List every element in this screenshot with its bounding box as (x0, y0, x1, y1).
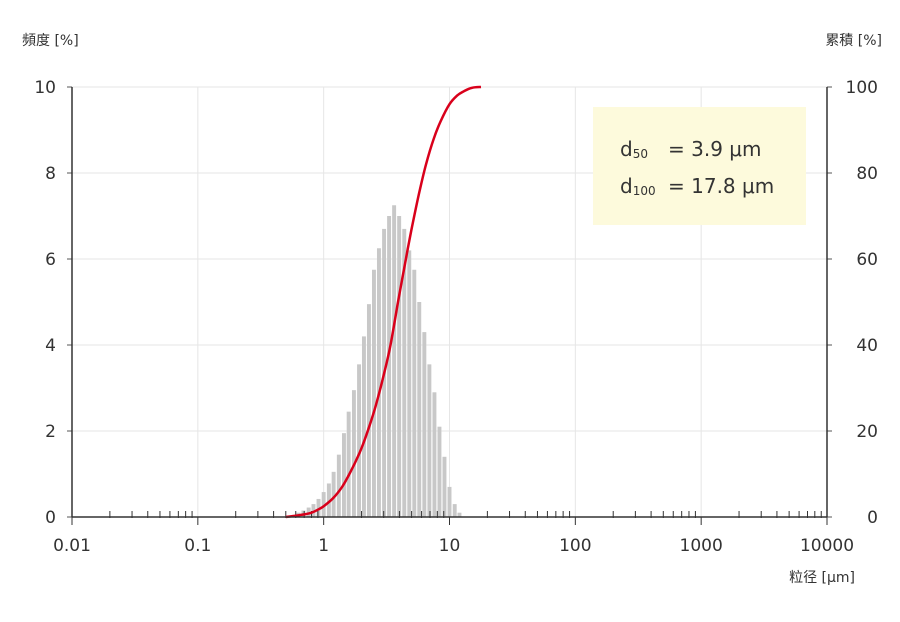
x-tick-label-1: 0.1 (184, 536, 211, 556)
y-right-tick-label-5: 100 (846, 78, 878, 98)
annotation-background (593, 107, 806, 225)
bar-27 (427, 364, 432, 517)
y-right-tick-label-1: 20 (856, 422, 878, 442)
bar-17 (376, 248, 381, 517)
bar-23 (407, 250, 412, 517)
bar-9 (336, 454, 341, 517)
y-right-tick-label-3: 60 (856, 250, 878, 270)
bar-20 (392, 205, 397, 517)
d50-value: = 3.9 μm (668, 137, 762, 161)
cumulative-curve (285, 85, 482, 519)
bar-11 (346, 411, 351, 517)
frequency-bars (291, 205, 462, 517)
bar-33 (457, 512, 462, 517)
d50-label: d50 = 3.9 μm (620, 137, 762, 161)
bar-19 (387, 216, 392, 517)
y-left-tick-label-5: 10 (34, 78, 56, 98)
bar-31 (447, 486, 452, 517)
x-tick-label-5: 1000 (680, 536, 723, 556)
y-left-tick-label-2: 4 (45, 336, 56, 356)
y-left-tick-label-3: 6 (45, 250, 56, 270)
x-tick-label-2: 1 (318, 536, 329, 556)
bar-28 (432, 392, 437, 517)
y-left-tick-label-1: 2 (45, 422, 56, 442)
d50-subscript: 50 (633, 147, 648, 161)
bar-32 (452, 504, 457, 517)
bar-12 (351, 390, 356, 517)
bar-22 (402, 228, 407, 517)
bar-25 (417, 302, 422, 517)
axes (67, 86, 832, 525)
x-tick-label-6: 10000 (800, 536, 854, 556)
bar-24 (412, 269, 417, 517)
annotation-box: d50 = 3.9 μm d100 = 17.8 μm (593, 107, 806, 225)
y-right-tick-label-0: 0 (867, 508, 878, 528)
grid-lines (72, 86, 827, 517)
y-right-axis-title: 累積 [%] (825, 33, 882, 49)
d100-label: d100 = 17.8 μm (620, 174, 774, 198)
bar-26 (422, 332, 427, 517)
d50-main: d (620, 137, 633, 161)
y-right-tick-label-4: 80 (856, 164, 878, 184)
bar-15 (366, 304, 371, 517)
x-tick-label-0: 0.01 (53, 536, 91, 556)
x-axis-title: 粒径 [µm] (789, 570, 855, 586)
y-left-tick-label-0: 0 (45, 508, 56, 528)
cumulative-curve-layer (285, 85, 482, 519)
y-left-axis-title: 頻度 [%] (22, 33, 79, 49)
bar-10 (342, 433, 346, 517)
bar-7 (326, 483, 331, 517)
bar-6 (321, 492, 326, 517)
bar-14 (361, 336, 366, 517)
bar-21 (397, 216, 402, 517)
bar-8 (331, 471, 336, 517)
x-tick-label-4: 100 (559, 536, 591, 556)
bar-13 (357, 364, 361, 517)
bar-16 (371, 269, 376, 517)
y-left-tick-label-4: 8 (45, 164, 56, 184)
d100-value: = 17.8 μm (668, 174, 774, 198)
y-right-tick-label-2: 40 (856, 336, 878, 356)
d100-main: d (620, 174, 633, 198)
bar-29 (437, 426, 442, 517)
d100-subscript: 100 (633, 184, 656, 198)
x-tick-label-3: 10 (439, 536, 461, 556)
bar-30 (442, 456, 447, 517)
